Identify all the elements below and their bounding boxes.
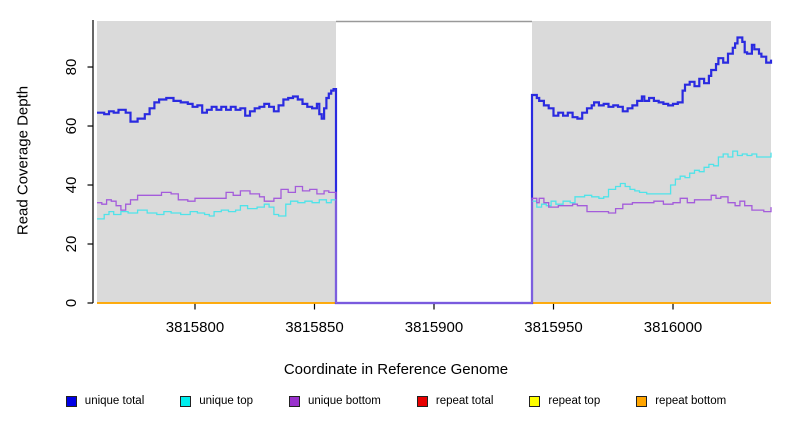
panel-right-gray [531,21,771,303]
legend-swatch-repeat-bottom [636,395,648,407]
series-unique-total-line [97,36,773,305]
y-tick-label: 40 [63,177,80,194]
legend-label-repeat-total: repeat total [435,395,494,407]
y-tick-label: 0 [63,299,80,307]
legend-label-repeat-bottom: repeat bottom [655,395,727,407]
series-unique-top-line [97,150,772,304]
legend-label-repeat-top: repeat top [548,395,601,407]
chart-legend: unique total unique top unique bottom repea… [0,395,792,407]
repeat-gap-region [336,21,532,303]
x-tick-label: 3815900 [405,319,463,336]
x-axis-title: Coordinate in Reference Genome [283,361,509,378]
legend-item-unique-bottom: unique bottom [288,395,381,407]
x-tick-label: 3816000 [644,319,702,336]
legend-swatch-unique-total [65,395,77,407]
legend-item-repeat-bottom: repeat bottom [636,395,726,407]
x-tick-label: 3815850 [285,319,343,336]
legend-swatch-unique-top [180,395,192,407]
legend-item-repeat-top: repeat top [529,395,600,407]
legend-swatch-unique-bottom [288,395,300,407]
series-unique-bottom-line [97,185,772,304]
legend-item-repeat-total: repeat total [416,395,494,407]
legend-item-unique-top: unique top [180,395,253,407]
legend-swatch-repeat-total [416,395,428,407]
legend-label-unique-top: unique top [199,395,253,407]
y-tick-label: 80 [63,59,80,76]
y-tick-label: 20 [63,236,80,253]
legend-item-unique-total: unique total [65,395,145,407]
y-tick-label: 60 [63,118,80,135]
x-tick-label: 3815950 [524,319,582,336]
legend-swatch-repeat-top [529,395,541,407]
panel-left-gray [97,21,337,303]
y-axis-title: Read Coverage Depth [14,85,32,236]
legend-label-unique-total: unique total [84,395,145,407]
x-tick-label: 3815800 [166,319,224,336]
legend-label-unique-bottom: unique bottom [307,395,381,407]
